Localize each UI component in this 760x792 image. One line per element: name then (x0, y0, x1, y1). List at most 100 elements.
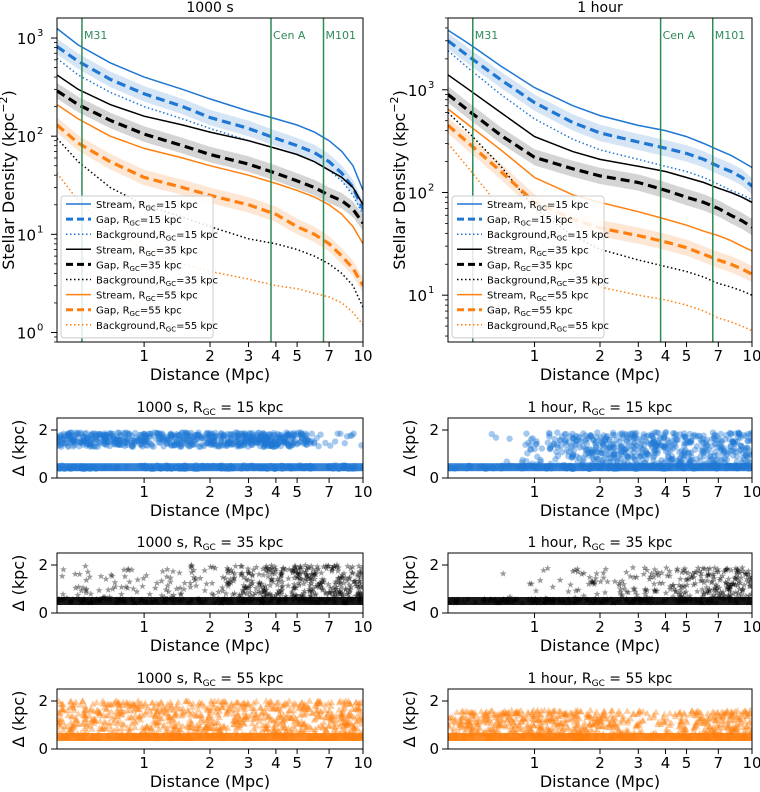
point (305, 703, 313, 710)
y-tick-label: 2 (38, 556, 48, 574)
point (64, 711, 72, 718)
point (263, 591, 271, 598)
point (105, 722, 114, 729)
point (487, 719, 496, 726)
point (227, 434, 235, 442)
point (561, 716, 569, 723)
point (166, 440, 174, 447)
point (234, 711, 242, 719)
x-tick-label: 10 (353, 347, 372, 365)
point (71, 570, 79, 577)
point (548, 715, 556, 722)
point (514, 596, 521, 603)
point (68, 430, 75, 437)
point (733, 566, 741, 573)
point (237, 701, 246, 708)
point (664, 448, 672, 456)
point (351, 732, 360, 739)
point (658, 457, 665, 464)
point (736, 715, 745, 723)
point (194, 706, 202, 713)
point (69, 701, 77, 708)
point (719, 572, 726, 579)
point (346, 588, 353, 596)
point (355, 577, 363, 584)
point (571, 566, 579, 574)
point (561, 439, 569, 446)
point (665, 453, 672, 460)
point (726, 713, 734, 720)
point (280, 724, 288, 731)
point (623, 728, 631, 736)
point (349, 563, 357, 570)
point (115, 437, 123, 445)
point (259, 565, 267, 572)
point (131, 704, 139, 712)
point (223, 706, 231, 714)
point (212, 432, 219, 439)
point (630, 573, 638, 581)
point (340, 701, 349, 709)
point (606, 720, 614, 727)
point (449, 713, 457, 721)
point (228, 440, 235, 448)
point (615, 707, 623, 715)
point (593, 718, 601, 725)
point (175, 439, 182, 447)
point (743, 712, 751, 719)
point (482, 715, 490, 723)
point (141, 699, 149, 706)
point (700, 439, 707, 447)
point (721, 447, 728, 454)
x-tick-label: 3 (634, 754, 644, 772)
point (150, 717, 158, 724)
point (218, 703, 227, 710)
point (343, 433, 351, 440)
legend-entry: Background,RGC=55 kpc (487, 321, 609, 334)
point (215, 707, 224, 714)
point (663, 716, 672, 723)
point (682, 440, 689, 447)
point (225, 566, 232, 573)
point (491, 721, 499, 728)
point (270, 443, 277, 450)
point (718, 713, 726, 720)
point (324, 580, 332, 588)
point (577, 595, 585, 603)
point (493, 717, 501, 725)
point (645, 451, 653, 459)
point (532, 440, 540, 447)
point (635, 709, 643, 716)
point (212, 433, 220, 440)
x-tick-label: 3 (634, 618, 644, 636)
point (589, 721, 597, 728)
point (747, 717, 752, 724)
point (566, 715, 574, 723)
point (80, 729, 88, 736)
point (467, 723, 476, 730)
point (684, 569, 692, 576)
point (344, 697, 352, 705)
point (466, 715, 474, 723)
point (515, 707, 523, 715)
point (349, 723, 357, 730)
legend-entry: Gap, RGC=35 kpc (487, 260, 573, 273)
base-band (57, 597, 363, 605)
point (651, 566, 659, 573)
point (147, 725, 155, 732)
point (295, 565, 303, 572)
point (656, 579, 663, 587)
point (624, 454, 631, 461)
point (215, 588, 222, 595)
point (233, 712, 241, 720)
point (624, 453, 632, 461)
point (188, 434, 195, 441)
point (515, 711, 523, 719)
point (299, 705, 307, 713)
point (171, 442, 178, 449)
point (624, 452, 631, 460)
point (309, 585, 317, 592)
point (345, 699, 353, 706)
point (544, 715, 553, 722)
point (715, 584, 723, 591)
